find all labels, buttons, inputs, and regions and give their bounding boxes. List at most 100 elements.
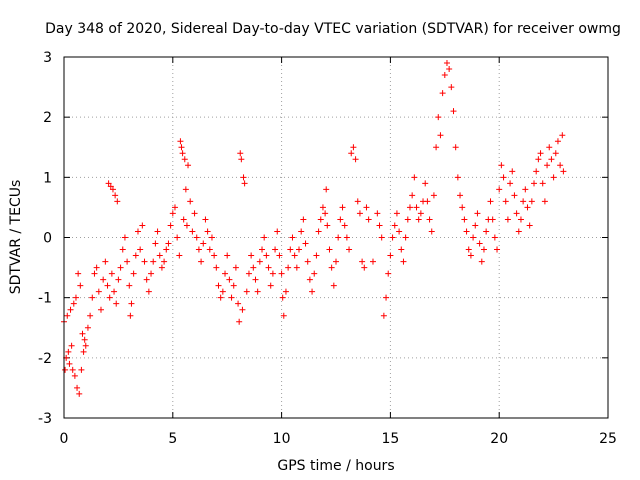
data-point	[359, 258, 366, 265]
data-point	[64, 312, 71, 319]
data-point	[93, 264, 100, 271]
data-point	[245, 270, 252, 277]
data-point	[134, 228, 141, 235]
data-point	[383, 294, 390, 301]
data-point	[102, 258, 109, 265]
data-point	[167, 222, 174, 229]
data-point	[126, 282, 133, 289]
data-point	[511, 192, 518, 199]
data-point	[552, 150, 559, 157]
data-point	[326, 246, 333, 253]
y-tick-label: 3	[43, 50, 52, 66]
data-point	[111, 288, 118, 295]
data-point	[546, 144, 553, 151]
y-tick-label: 0	[43, 231, 52, 247]
data-point	[71, 372, 78, 379]
data-point	[302, 240, 309, 247]
data-point	[143, 276, 150, 283]
data-point	[424, 198, 431, 205]
data-point	[409, 192, 416, 199]
data-point	[82, 342, 89, 349]
data-point	[323, 186, 330, 193]
data-point	[278, 270, 285, 277]
data-point	[548, 156, 555, 163]
data-point	[350, 144, 357, 151]
data-point	[313, 252, 320, 259]
data-point	[114, 198, 121, 205]
data-point	[185, 162, 192, 169]
data-point	[177, 138, 184, 145]
data-point	[317, 216, 324, 223]
data-point	[156, 252, 163, 259]
y-tick-label: -3	[38, 411, 52, 427]
data-point	[402, 234, 409, 241]
x-tick-label: 25	[599, 431, 617, 447]
data-point	[222, 270, 229, 277]
data-point	[498, 162, 505, 169]
data-point	[539, 180, 546, 187]
data-point	[391, 222, 398, 229]
y-axis-label: SDTVAR / TECUs	[8, 180, 24, 295]
data-point	[127, 312, 134, 319]
data-point	[72, 294, 79, 301]
data-point	[80, 348, 87, 355]
data-point	[236, 318, 243, 325]
data-point	[141, 258, 148, 265]
data-point	[352, 156, 359, 163]
data-point	[406, 204, 413, 211]
data-point	[374, 210, 381, 217]
data-point	[248, 252, 255, 259]
data-point	[287, 246, 294, 253]
data-point	[559, 132, 566, 139]
data-point	[265, 264, 272, 271]
data-point	[279, 294, 286, 301]
data-point	[239, 306, 246, 313]
data-point	[346, 246, 353, 253]
data-point	[228, 294, 235, 301]
data-point	[446, 66, 453, 73]
data-point	[78, 366, 85, 373]
data-point	[413, 204, 420, 211]
data-point	[343, 234, 350, 241]
data-point	[76, 390, 83, 397]
data-point	[106, 294, 113, 301]
data-point	[108, 270, 115, 277]
data-point	[117, 264, 124, 271]
data-point	[520, 198, 527, 205]
data-point	[208, 234, 215, 241]
data-point	[554, 138, 561, 145]
data-point	[363, 204, 370, 211]
data-point	[335, 234, 342, 241]
data-point	[376, 222, 383, 229]
data-point	[478, 258, 485, 265]
data-point	[437, 132, 444, 139]
data-point	[502, 198, 509, 205]
data-point	[311, 270, 318, 277]
data-point	[217, 294, 224, 301]
data-point	[128, 300, 135, 307]
data-point	[524, 204, 531, 211]
data-point	[459, 204, 466, 211]
data-point	[450, 108, 457, 115]
data-point	[289, 234, 296, 241]
data-point	[180, 216, 187, 223]
data-point	[87, 312, 94, 319]
data-point	[124, 258, 131, 265]
data-point	[105, 180, 112, 187]
data-point	[100, 276, 107, 283]
data-point	[537, 150, 544, 157]
data-point	[158, 264, 165, 271]
data-point	[232, 264, 239, 271]
data-point	[433, 144, 440, 151]
data-point	[165, 240, 172, 247]
data-point	[69, 366, 76, 373]
data-point	[182, 186, 189, 193]
x-axis-label: GPS time / hours	[277, 458, 394, 474]
data-point	[535, 156, 542, 163]
data-point	[365, 216, 372, 223]
data-point	[356, 210, 363, 217]
data-point	[474, 210, 481, 217]
plot-frame	[63, 56, 609, 419]
data-point	[238, 156, 245, 163]
data-point	[211, 252, 218, 259]
